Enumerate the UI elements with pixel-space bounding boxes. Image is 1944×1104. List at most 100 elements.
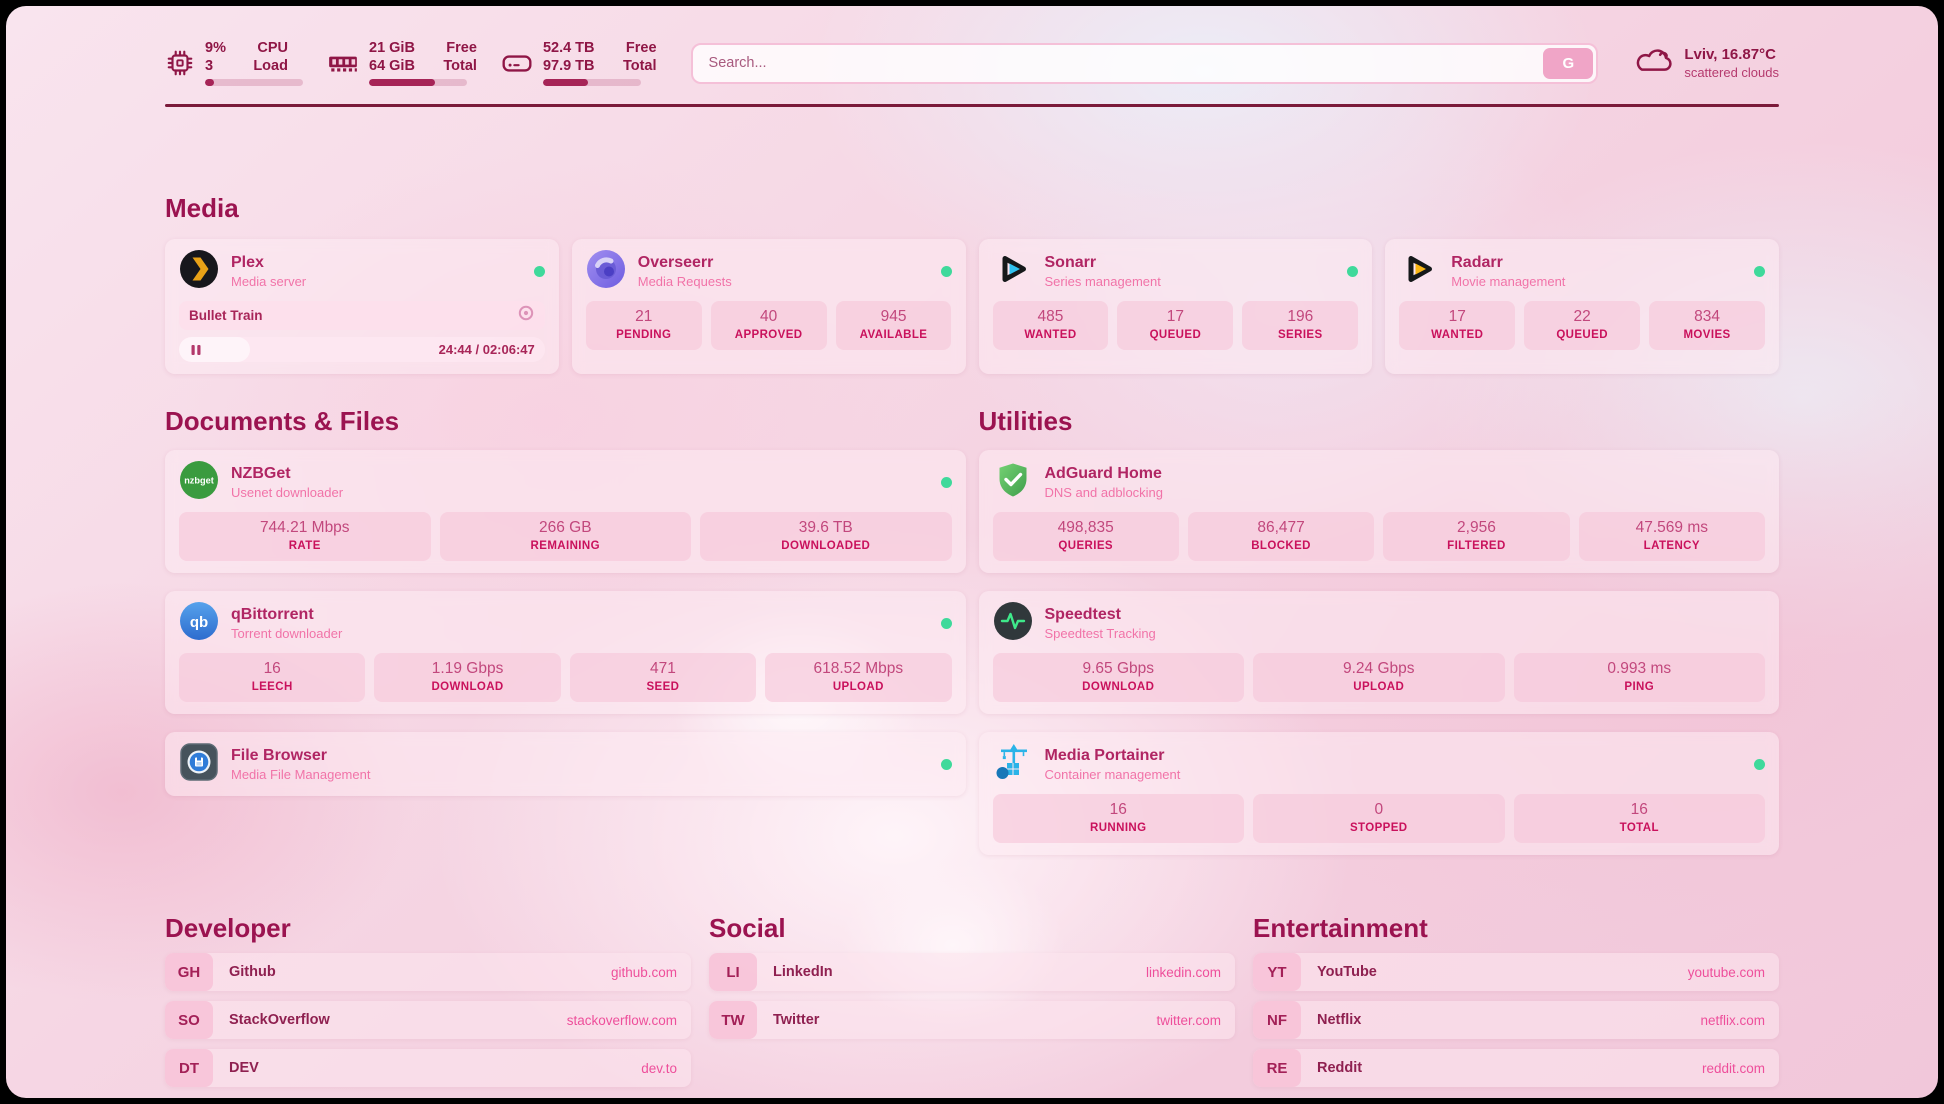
- search-engine-button[interactable]: G: [1543, 47, 1594, 79]
- app-name: Overseerr: [637, 253, 714, 271]
- bookmark-twitter[interactable]: TW Twitter twitter.com: [709, 1001, 1235, 1039]
- app-name: qBittorrent: [231, 605, 314, 623]
- stat-rate: 744.21 Mbps RATE: [179, 512, 431, 561]
- app-name: Speedtest: [1044, 605, 1121, 623]
- now-playing-row: Bullet Train: [179, 301, 545, 330]
- app-subtitle: Media server: [231, 273, 307, 289]
- app-card-nzbget[interactable]: nzbget NZBGet Usenet downloader 744.21 M…: [165, 450, 966, 573]
- filebrowser-icon: [179, 742, 219, 787]
- status-online-dot: [940, 265, 952, 277]
- app-subtitle: DNS and adblocking: [1044, 484, 1164, 500]
- section-title-media: Media: [165, 193, 239, 223]
- bookmark-url: linkedin.com: [1145, 964, 1221, 980]
- svg-text:nzbget: nzbget: [184, 475, 214, 485]
- stat-remaining: 266 GB REMAINING: [439, 512, 691, 561]
- bookmark-stackoverflow[interactable]: SO StackOverflow stackoverflow.com: [165, 1001, 691, 1039]
- bookmark-youtube[interactable]: YT YouTube youtube.com: [1253, 953, 1779, 991]
- app-card-adguard[interactable]: AdGuard Home DNS and adblocking 498,835 Q…: [978, 450, 1779, 573]
- cpu-label: CPU: [257, 40, 288, 56]
- stat-stopped: 0 STOPPED: [1253, 794, 1505, 843]
- stat-latency: 47.569 ms LATENCY: [1578, 512, 1765, 561]
- weather-location-temp: Lviv, 16.87°C: [1684, 46, 1776, 63]
- weather-condition: scattered clouds: [1684, 65, 1779, 80]
- disk-icon: [501, 50, 533, 76]
- status-online-dot: [1754, 265, 1765, 277]
- disk-free-label: Free: [625, 40, 657, 56]
- pause-icon: [189, 343, 203, 357]
- overseerr-icon: [586, 249, 626, 294]
- app-name: Plex: [231, 253, 264, 271]
- memory-total-value: 64 GiB: [369, 57, 415, 74]
- bookmark-url: reddit.com: [1701, 1060, 1765, 1076]
- stat-approved: 40 APPROVED: [710, 301, 827, 350]
- disk-monitor: 52.4 TB 97.9 TB Free Total: [501, 40, 657, 86]
- portainer-icon: [993, 742, 1033, 787]
- stat-total: 16 TOTAL: [1513, 794, 1765, 843]
- app-card-overseerr[interactable]: Overseerr Media Requests 21 PENDING 40 APP…: [571, 239, 966, 374]
- disk-progress-track: [542, 79, 641, 86]
- bookmark-abbr: DT: [165, 1049, 213, 1087]
- app-name: Radarr: [1451, 253, 1503, 271]
- stat-leech: 16 LEECH: [179, 653, 366, 702]
- nzbget-icon: nzbget: [179, 460, 219, 505]
- bookmark-abbr: TW: [709, 1001, 757, 1039]
- app-subtitle: Torrent downloader: [231, 625, 343, 641]
- ram-icon: [327, 51, 359, 75]
- app-subtitle: Speedtest Tracking: [1044, 625, 1156, 641]
- memory-free-value: 21 GiB: [369, 40, 415, 56]
- app-subtitle: Movie management: [1451, 273, 1566, 289]
- qbittorrent-icon: qb: [179, 601, 219, 646]
- app-subtitle: Series management: [1044, 273, 1161, 289]
- stat-filtered: 2,956 FILTERED: [1383, 512, 1570, 561]
- bookmark-dev[interactable]: DT DEV dev.to: [165, 1049, 691, 1087]
- bookmark-abbr: YT: [1253, 953, 1301, 991]
- plex-icon: [179, 249, 219, 294]
- bookmark-reddit[interactable]: RE Reddit reddit.com: [1253, 1049, 1779, 1087]
- stat-upload: 9.24 Gbps UPLOAD: [1253, 653, 1505, 702]
- svg-text:qb: qb: [190, 614, 208, 631]
- status-online-dot: [940, 476, 952, 488]
- bookmark-name: StackOverflow: [229, 1012, 330, 1028]
- stat-queued: 22 QUEUED: [1524, 301, 1641, 350]
- app-card-qbittorrent[interactable]: qb qBittorrent Torrent downloader 16 LEEC…: [165, 591, 966, 714]
- app-card-speedtest[interactable]: Speedtest Speedtest Tracking 9.65 Gbps DO…: [978, 591, 1779, 714]
- bookmark-name: Reddit: [1317, 1060, 1363, 1076]
- cpu-load-value: 3: [205, 57, 214, 74]
- stat-running: 16 RUNNING: [992, 794, 1244, 843]
- status-online-dot: [1754, 758, 1765, 770]
- app-card-radarr[interactable]: Radarr Movie management 17 WANTED 22 QUEUE…: [1385, 239, 1779, 374]
- app-card-filebrowser[interactable]: File Browser Media File Management: [165, 732, 966, 796]
- stat-downloaded: 39.6 TB DOWNLOADED: [700, 512, 952, 561]
- app-subtitle: Media File Management: [231, 766, 371, 782]
- cpu-load-label: Load: [253, 57, 288, 74]
- section-title-developer: Developer: [165, 913, 291, 943]
- media-grid: Plex Media server Bullet Train 24:44 / 0…: [165, 239, 1779, 374]
- app-card-sonarr[interactable]: Sonarr Series management 485 WANTED 17 QUE…: [978, 239, 1373, 374]
- status-online-dot: [940, 617, 952, 629]
- stat-wanted: 17 WANTED: [1399, 301, 1516, 350]
- resource-monitors: 9% 3 CPU Load: [165, 40, 657, 86]
- bookmark-name: Github: [229, 964, 276, 980]
- header-divider: [165, 104, 1779, 107]
- app-name: NZBGet: [231, 464, 291, 482]
- adguard-icon: [993, 460, 1033, 505]
- app-card-plex[interactable]: Plex Media server Bullet Train 24:44 / 0…: [165, 239, 559, 374]
- bookmark-github[interactable]: GH Github github.com: [165, 953, 691, 991]
- stat-available: 945 AVAILABLE: [835, 301, 952, 350]
- stat-download: 9.65 Gbps DOWNLOAD: [992, 653, 1244, 702]
- bookmarks-section: Developer GH Github github.com SO StackO…: [165, 911, 1779, 1087]
- bookmark-linkedin[interactable]: LI LinkedIn linkedin.com: [709, 953, 1235, 991]
- cloud-icon: [1632, 45, 1674, 82]
- stat-series: 196 SERIES: [1242, 301, 1359, 350]
- status-online-dot: [940, 758, 952, 770]
- app-card-portainer[interactable]: Media Portainer Container management 16 R…: [978, 732, 1779, 855]
- disk-total-value: 97.9 TB: [542, 57, 595, 74]
- bookmark-netflix[interactable]: NF Netflix netflix.com: [1253, 1001, 1779, 1039]
- bookmark-abbr: NF: [1253, 1001, 1301, 1039]
- stat-ping: 0.993 ms PING: [1513, 653, 1765, 702]
- bookmark-name: Netflix: [1317, 1012, 1362, 1028]
- search-input[interactable]: [690, 42, 1599, 84]
- stat-queued: 17 QUEUED: [1117, 301, 1234, 350]
- stat-queries: 498,835 QUERIES: [992, 512, 1179, 561]
- radarr-icon: [1399, 249, 1439, 294]
